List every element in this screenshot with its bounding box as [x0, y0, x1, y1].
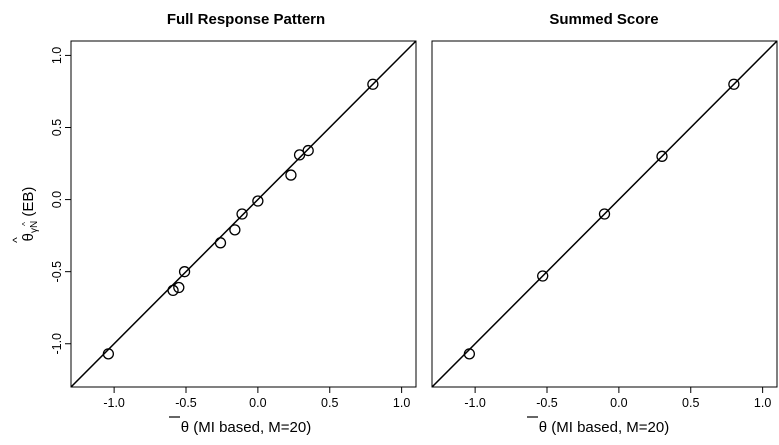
- x-tick-label: -1.0: [464, 396, 486, 410]
- data-point: [728, 78, 740, 90]
- data-point: [656, 150, 668, 162]
- data-point: [537, 270, 549, 282]
- y-tick-label: -1.0: [50, 333, 64, 355]
- data-point: [178, 266, 191, 278]
- y-label-subscript: γN: [29, 221, 40, 233]
- y-tick-label: 0.5: [50, 119, 64, 136]
- data-point: [463, 348, 476, 360]
- x-tick-label: 0.5: [682, 396, 699, 410]
- x-tick-label: -0.5: [175, 396, 197, 410]
- data-point: [167, 284, 179, 297]
- y-tick-label: -0.5: [50, 261, 64, 283]
- svg-text:θγN (EB): θγN (EB): [20, 187, 40, 242]
- data-point: [214, 237, 227, 249]
- panel-summed-score: Summed Score -1.0 -0.5 0.0 0.5 1.0 θ (MI bas…: [431, 11, 778, 436]
- data-point: [302, 144, 314, 157]
- x-tick-label: 0.0: [610, 396, 627, 410]
- x-tick-label: 0.5: [321, 396, 338, 410]
- plot-frame: [70, 40, 417, 388]
- data-point: [252, 195, 264, 207]
- x-axis: -1.0 -0.5 0.0 0.5 1.0: [103, 387, 410, 410]
- plot-frame: [431, 40, 778, 388]
- x-tick-label: 1.0: [754, 396, 771, 410]
- data-points: [102, 78, 379, 360]
- data-point: [229, 224, 241, 236]
- x-axis: -1.0 -0.5 0.0 0.5 1.0: [464, 387, 771, 410]
- data-point: [102, 348, 115, 360]
- x-tick-label: -0.5: [536, 396, 558, 410]
- x-axis-label: θ (MI based, M=20): [181, 419, 311, 436]
- y-tick-label: 1.0: [50, 47, 64, 64]
- theta-hat-mark: ^: [10, 237, 24, 243]
- data-point: [367, 78, 379, 90]
- chart-title: Full Response Pattern: [167, 11, 325, 28]
- y-tick-label: 0.0: [50, 191, 64, 208]
- data-point: [236, 208, 248, 220]
- chart-title: Summed Score: [549, 11, 658, 28]
- identity-line: [70, 40, 417, 388]
- data-point: [285, 169, 297, 181]
- y-label-suffix: (EB): [20, 187, 37, 217]
- x-axis-label: θ (MI based, M=20): [539, 419, 669, 436]
- data-point: [173, 281, 185, 294]
- y-label-theta: θ: [20, 233, 37, 241]
- gamma-hat-mark: ^: [21, 222, 30, 226]
- x-tick-label: 1.0: [393, 396, 410, 410]
- data-point: [598, 208, 611, 220]
- y-axis-label: θγN (EB) ^ ^: [10, 187, 40, 243]
- panel-full-response-pattern: Full Response Pattern -1.0 -0.5 0.0 0.5 1.0 …: [10, 11, 417, 436]
- y-axis: -1.0 -0.5 0.0 0.5 1.0: [50, 47, 71, 355]
- identity-line: [431, 40, 778, 388]
- x-tick-label: -1.0: [103, 396, 125, 410]
- x-tick-label: 0.0: [249, 396, 266, 410]
- data-points: [463, 78, 740, 360]
